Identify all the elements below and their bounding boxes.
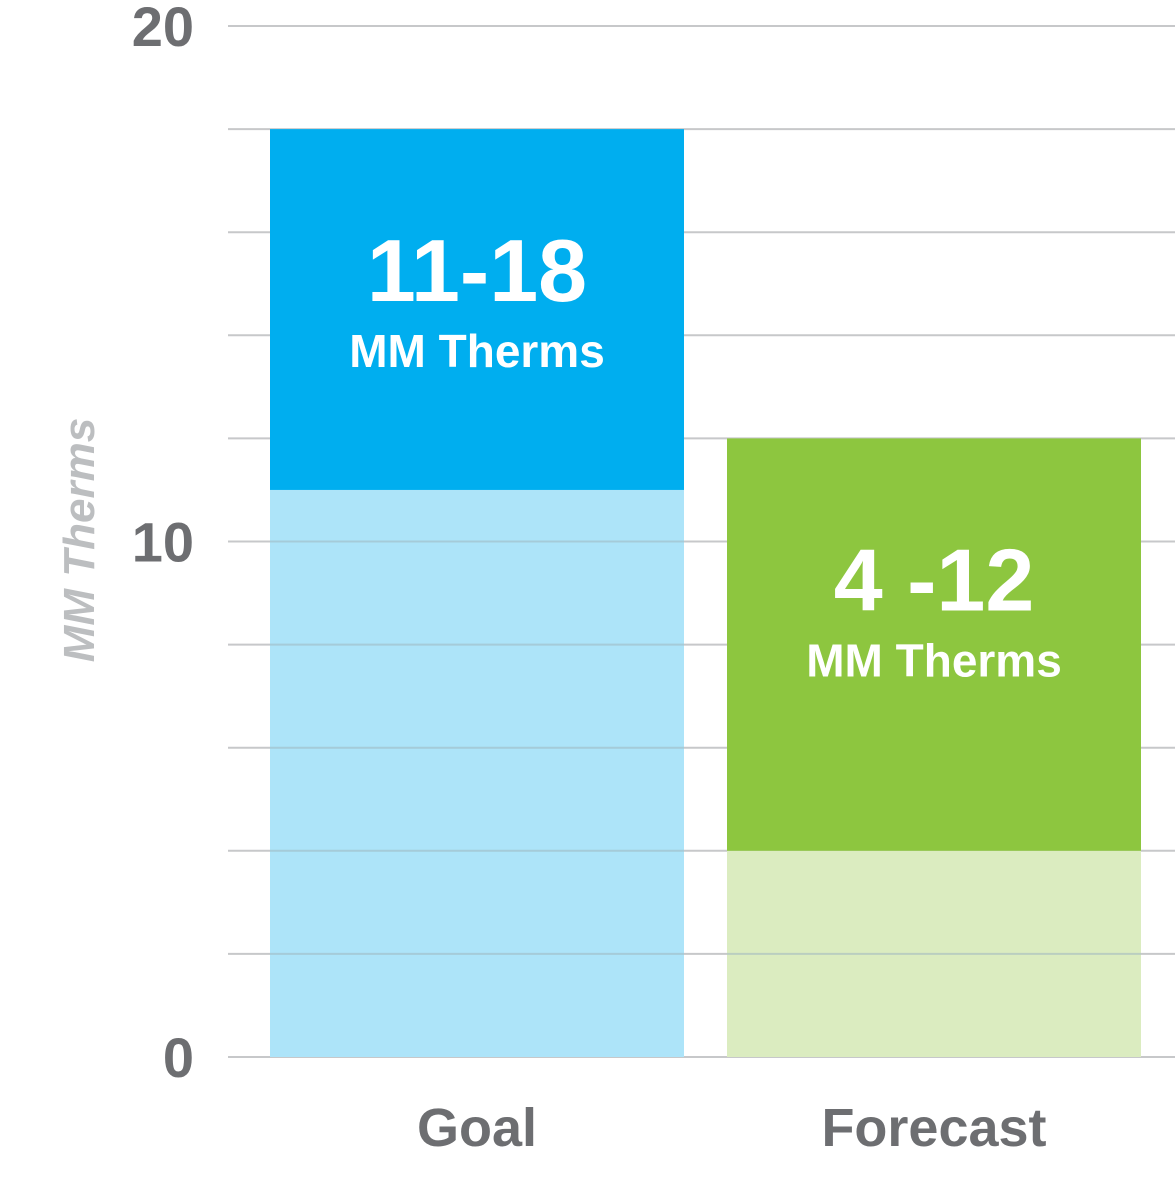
y-tick-label: 0	[163, 1026, 194, 1089]
y-tick-label: 10	[132, 511, 194, 574]
bar-range-goal	[270, 129, 684, 490]
bar-range-forecast	[727, 438, 1141, 851]
category-label-forecast: Forecast	[821, 1098, 1046, 1158]
unit-label-goal: MM Therms	[349, 325, 605, 377]
y-axis-title: MM Therms	[55, 418, 104, 662]
category-label-goal: Goal	[417, 1098, 537, 1158]
bar-overlay-gridlines	[270, 540, 1141, 955]
range-label-forecast: 4 -12	[834, 530, 1035, 629]
y-tick-label: 20	[132, 0, 194, 58]
range-label-goal: 11-18	[367, 221, 587, 320]
bar-base-goal	[270, 489, 684, 1057]
unit-label-forecast: MM Therms	[806, 634, 1062, 686]
